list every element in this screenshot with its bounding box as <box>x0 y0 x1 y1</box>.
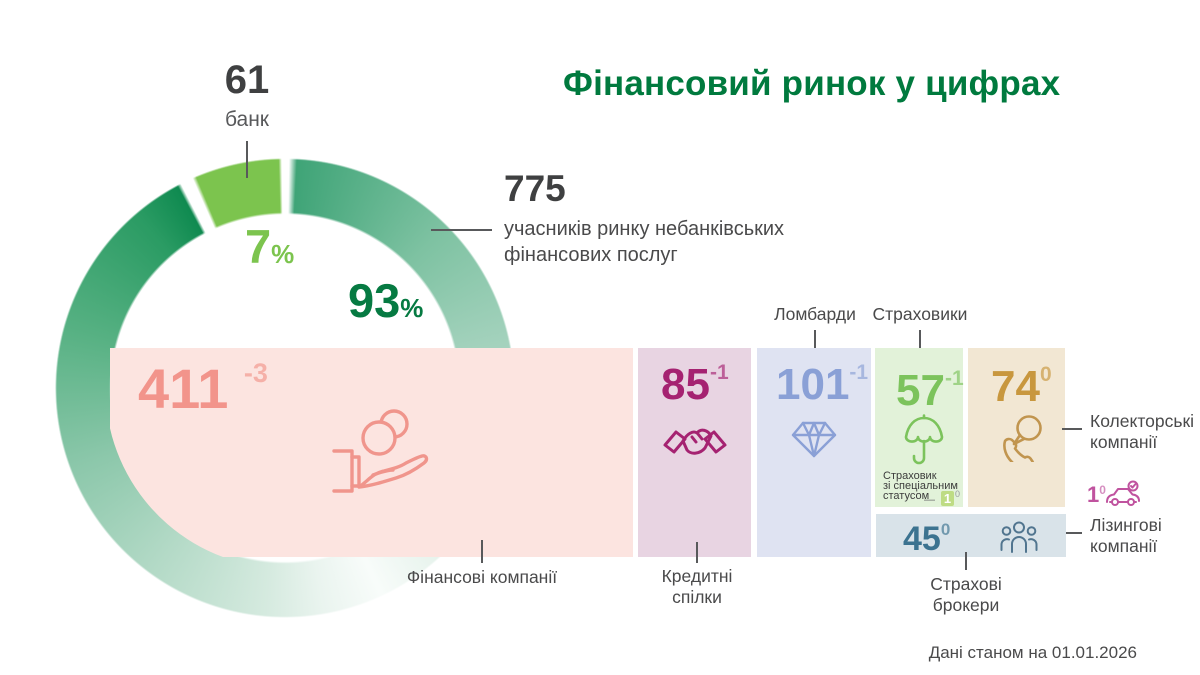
leasing-label-line2: компанії <box>1090 536 1158 557</box>
pawnshops-connector-line <box>814 330 816 352</box>
nonbank-percent-value: 93 <box>348 274 401 327</box>
nonbank-count: 775 <box>504 168 566 209</box>
nonbank-connector-line <box>431 229 492 231</box>
block-collectors: 740 <box>968 348 1065 507</box>
financial-companies-label: Фінансові компанії <box>406 567 558 587</box>
pawnshops-value: 101 <box>776 360 850 409</box>
hand-coins-icon <box>328 403 432 495</box>
financial-connector-line <box>481 540 483 563</box>
pawnshops-delta: -1 <box>849 361 869 384</box>
collectors-value: 74 <box>991 362 1040 411</box>
nonbank-figure: 775 учасників ринку небанківських фінанс… <box>504 170 864 268</box>
collectors-connector-line <box>1062 428 1082 430</box>
bank-percent-value: 7 <box>245 220 272 273</box>
financial-delta: -3 <box>243 358 268 388</box>
pawnshops-label: Ломбарди <box>774 304 856 324</box>
bank-connector-line <box>246 141 248 178</box>
block-financial-companies: 411 -3 <box>110 348 633 557</box>
insurers-delta: -1 <box>944 367 964 390</box>
bank-percent: 7% <box>245 219 294 274</box>
credit-delta: -1 <box>709 361 729 384</box>
credit-value: 85 <box>661 360 710 409</box>
nonbank-percent: 93% <box>348 273 423 328</box>
page-title: Фінансовий ринок у цифрах <box>563 64 1061 103</box>
collectors-label: Колекторські компанії <box>1090 411 1200 454</box>
financial-value: 411 <box>138 357 229 420</box>
brokers-label-line1: Страхові <box>930 574 1002 594</box>
insurers-label: Страховики <box>872 304 968 324</box>
as-of-date: Дані станом на 01.01.2026 <box>928 643 1137 662</box>
leasing-delta: 0 <box>1099 483 1106 497</box>
leasing-label-line1: Лізингові <box>1090 515 1162 535</box>
insurers-count: 57-1 <box>896 368 964 413</box>
collectors-delta: 0 <box>1039 363 1052 386</box>
diamond-icon <box>791 421 837 458</box>
percent-sign: % <box>271 239 295 269</box>
percent-sign: % <box>400 293 424 323</box>
umbrella-icon <box>904 414 944 465</box>
special-count-badge: 1 <box>941 491 954 506</box>
block-pawnshops: 101-1 <box>757 348 871 557</box>
brokers-label-line2: брокери <box>932 595 1000 616</box>
collectors-count: 740 <box>991 364 1052 409</box>
nonbank-label-line2: фінансових послуг <box>504 244 678 266</box>
insurers-value: 57 <box>896 366 945 415</box>
credit-label-line1: Кредитні <box>661 566 733 586</box>
bank-figure: 61 банк <box>197 60 297 132</box>
special-line3: статусом <box>883 490 930 502</box>
credit-unions-label: Кредитні спілки <box>637 566 757 609</box>
financial-companies-count: 411 -3 <box>138 360 268 417</box>
credit-unions-count: 85-1 <box>661 362 729 407</box>
brokers-value: 45 <box>903 520 941 558</box>
brokers-delta: 0 <box>940 520 951 539</box>
collectors-label-line2: компанії <box>1090 432 1158 453</box>
leasing-label: Лізингові компанії <box>1090 515 1200 558</box>
special-line1: Страховик <box>883 470 937 482</box>
leasing-count: 10 <box>1087 484 1106 506</box>
nonbank-label-line1: учасників ринку небанківських <box>504 218 785 240</box>
brokers-connector-line <box>965 552 967 570</box>
brokers-count: 450 <box>903 521 950 556</box>
block-insurance-brokers: 450 <box>876 514 1066 557</box>
brokers-label: Страхові брокери <box>906 574 1026 617</box>
special-line2: зі спеціальним <box>883 480 958 492</box>
insurers-connector-line <box>919 330 921 352</box>
collectors-label-line1: Колекторські <box>1090 411 1195 431</box>
car-check-icon <box>1106 480 1140 506</box>
block-credit-unions: 85-1 <box>638 348 751 557</box>
phone-chat-icon <box>1003 415 1042 462</box>
leasing-connector-line <box>1066 532 1082 534</box>
block-insurers: 57-1 Страховик зі спеціальним статусом —… <box>875 348 964 507</box>
pawnshops-count: 101-1 <box>776 362 868 407</box>
credit-connector-line <box>696 542 698 563</box>
credit-label-line2: спілки <box>672 587 722 608</box>
handshake-icon <box>663 428 727 455</box>
special-delta: 0 <box>955 489 961 499</box>
people-icon <box>1000 521 1038 553</box>
special-dash: — <box>924 494 935 506</box>
special-status-note: Страховик зі спеціальним статусом <box>883 470 958 502</box>
leasing-value: 1 <box>1087 482 1100 507</box>
special-status-value: — 1 0 <box>924 489 960 506</box>
bank-label: банк <box>224 108 269 131</box>
bank-count: 61 <box>224 58 270 102</box>
